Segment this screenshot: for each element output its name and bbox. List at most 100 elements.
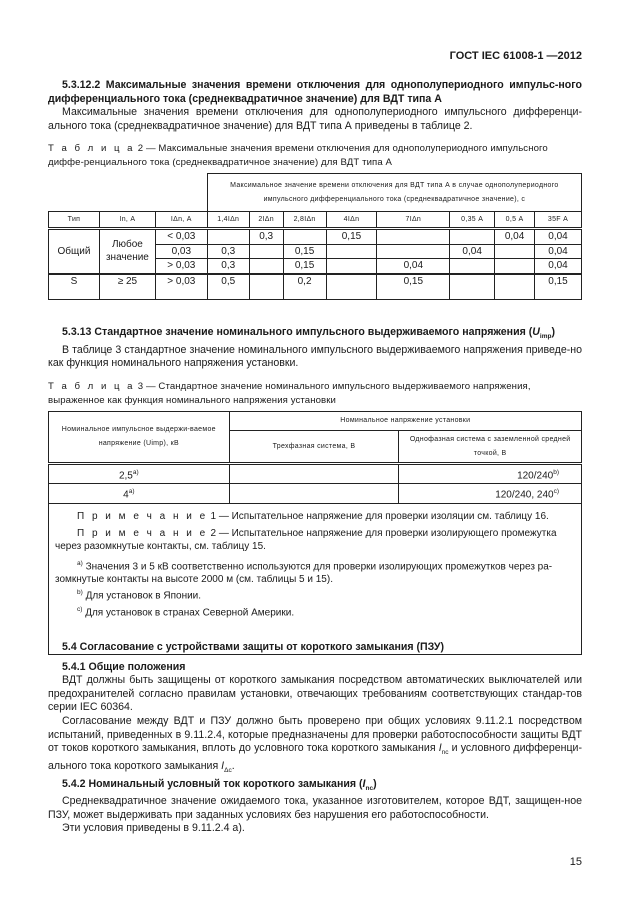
section-5-4: 5.4 Согласование с устройствами защиты о… (48, 641, 582, 836)
caption-label: Т а б л и ц а (48, 381, 135, 392)
table-cell (376, 243, 451, 260)
column-header: 0,35 А (449, 211, 496, 230)
column-header: 7IΔn (376, 211, 451, 230)
table-cell: ≥ 25 (98, 272, 156, 301)
table-cell (494, 258, 536, 275)
table-cell: 0,03 (154, 243, 208, 260)
column-header: 2,8IΔn (282, 211, 327, 230)
table-cell: > 0,03 (154, 258, 208, 275)
table-2: Максимальное значение времени отключения… (48, 173, 583, 301)
table-cell (449, 272, 496, 301)
paragraph: Максимальные значения времени отключения… (48, 106, 582, 132)
table-3: Номинальное импульсное выдержи-ваемое на… (48, 411, 583, 655)
table-cell: 0,15 (376, 272, 451, 301)
group-header: Максимальное значение времени отключения… (206, 173, 583, 212)
column-header: Тип (48, 211, 100, 230)
table-cell (282, 228, 327, 245)
table-cell: 0,04 (376, 258, 451, 275)
caption-label: Т а б л и ц а (48, 143, 135, 154)
paragraph: Эти условия приведены в 9.11.2.4 а). (62, 822, 245, 835)
note-2: 2 — Испытательное напряжение для проверк… (55, 528, 557, 552)
caption-text: 3 — Стандартное значение номинального им… (48, 381, 531, 406)
table-row: 2,5a) 120/240b) (48, 463, 582, 484)
footnote-a: Значения 3 и 5 кВ соответственно использ… (55, 561, 553, 586)
footnote-b: Для установок в Японии. (85, 590, 202, 602)
cell-value: 120/240 (517, 469, 554, 481)
column-header: 2IΔn (248, 211, 284, 230)
table-cell: 0,04 (534, 228, 582, 245)
table-cell (206, 228, 250, 245)
section-heading: 5.3.12.2 Максимальные значения времени о… (48, 79, 582, 105)
table-cell (248, 243, 284, 260)
table2-caption: Т а б л и ц а 2 — Максимальные значения … (48, 142, 582, 169)
table-cell: 0,5 (206, 272, 250, 301)
table-cell: 2,5a) (48, 463, 230, 484)
table-row: > 0,03 0,3 0,15 0,04 0,04 (49, 258, 582, 275)
footnote-ref: a) (128, 488, 135, 496)
table-cell (325, 243, 378, 260)
col-header-single-phase: Однофазная система с заземленной средней… (398, 430, 582, 465)
paragraph: В таблице 3 стандартное значение номинал… (48, 343, 582, 370)
note-label: П р и м е ч а н и е (77, 528, 208, 539)
column-header: In, А (98, 211, 156, 230)
table-cell (494, 272, 536, 301)
footnote-ref: c) (553, 488, 559, 496)
table-cell: 0,04 (534, 258, 582, 275)
table-cell (449, 228, 496, 245)
document-header: ГОСТ IEC 61008-1 —2012 (449, 50, 582, 62)
table-cell: 0,04 (449, 243, 496, 260)
table-row: 4a) 120/240, 240c) (48, 483, 582, 504)
table-cell (376, 228, 451, 245)
paragraph: ВДТ должны быть защищены от короткого за… (48, 674, 582, 714)
table-cell: 0,2 (282, 272, 327, 301)
note-label: П р и м е ч а н и е (77, 511, 208, 522)
table-cell (248, 272, 284, 301)
table-cell: Общий (48, 227, 100, 275)
section-heading: 5.3.13 Стандартное значение номинального… (62, 326, 555, 341)
table-cell (228, 463, 400, 484)
table-cell: 0,15 (325, 228, 378, 245)
column-header: IΔn, А (154, 211, 208, 230)
table-cell: 0,15 (534, 272, 582, 301)
table-cell: 0,3 (248, 228, 284, 245)
caption-text: 2 — Максимальные значения времени отключ… (48, 143, 548, 168)
table-cell: 4a) (48, 483, 230, 504)
section-heading: 5.4.2 Номинальный условный ток короткого… (62, 777, 377, 792)
table-cell: > 0,03 (154, 272, 208, 301)
table-cell (248, 258, 284, 275)
column-header: 0,5 А (494, 211, 536, 230)
column-header: 4IΔn (325, 211, 378, 230)
note-1: 1 — Испытательное напряжение для проверк… (210, 511, 549, 522)
table-cell (449, 258, 496, 275)
table-cell: 0,15 (282, 243, 327, 260)
table-cell (325, 272, 378, 301)
paragraph: Среднеквадратичное значение ожидаемого т… (48, 795, 582, 821)
table-cell: 0,3 (206, 258, 250, 275)
table-cell: < 0,03 (154, 228, 208, 245)
page-number: 15 (569, 856, 582, 868)
table-cell: 0,3 (206, 243, 250, 260)
table-row: Общий Любое значение < 0,03 0,3 0,15 0,04 0,04 (48, 227, 582, 275)
table-cell: 120/240b) (398, 463, 582, 484)
table-notes: П р и м е ч а н и е 1 — Испытательное на… (48, 503, 582, 655)
table-cell: 0,15 (282, 258, 327, 275)
column-header: 35F А (534, 211, 582, 230)
table-cell: 0,04 (494, 228, 536, 245)
col-header-three-phase: Трехфазная система, В (228, 430, 400, 465)
footnote-c: Для установок в странах Северной Америки… (85, 606, 295, 618)
section-heading: 5.4.1 Общие положения (62, 660, 186, 673)
table-row: S ≥ 25 > 0,03 0,5 0,2 0,15 0,15 (48, 272, 582, 301)
table-cell (325, 258, 378, 275)
col-header-impulse: Номинальное импульсное выдержи-ваемое на… (48, 411, 230, 465)
table-cell: 0,04 (534, 243, 582, 260)
table-cell: S (48, 272, 100, 301)
section-heading: 5.4 Согласование с устройствами защиты о… (62, 641, 444, 653)
footnote-ref: a) (132, 468, 139, 476)
cell-value: 2,5 (118, 469, 133, 481)
table-cell: 120/240, 240c) (398, 483, 582, 504)
paragraph: Согласование между ВДТ и ПЗУ должно быть… (48, 714, 582, 774)
table-cell: Любое значение (98, 227, 156, 275)
footnote-ref: b) (553, 468, 559, 476)
table3-caption: Т а б л и ц а 3 — Стандартное значение н… (48, 380, 582, 407)
